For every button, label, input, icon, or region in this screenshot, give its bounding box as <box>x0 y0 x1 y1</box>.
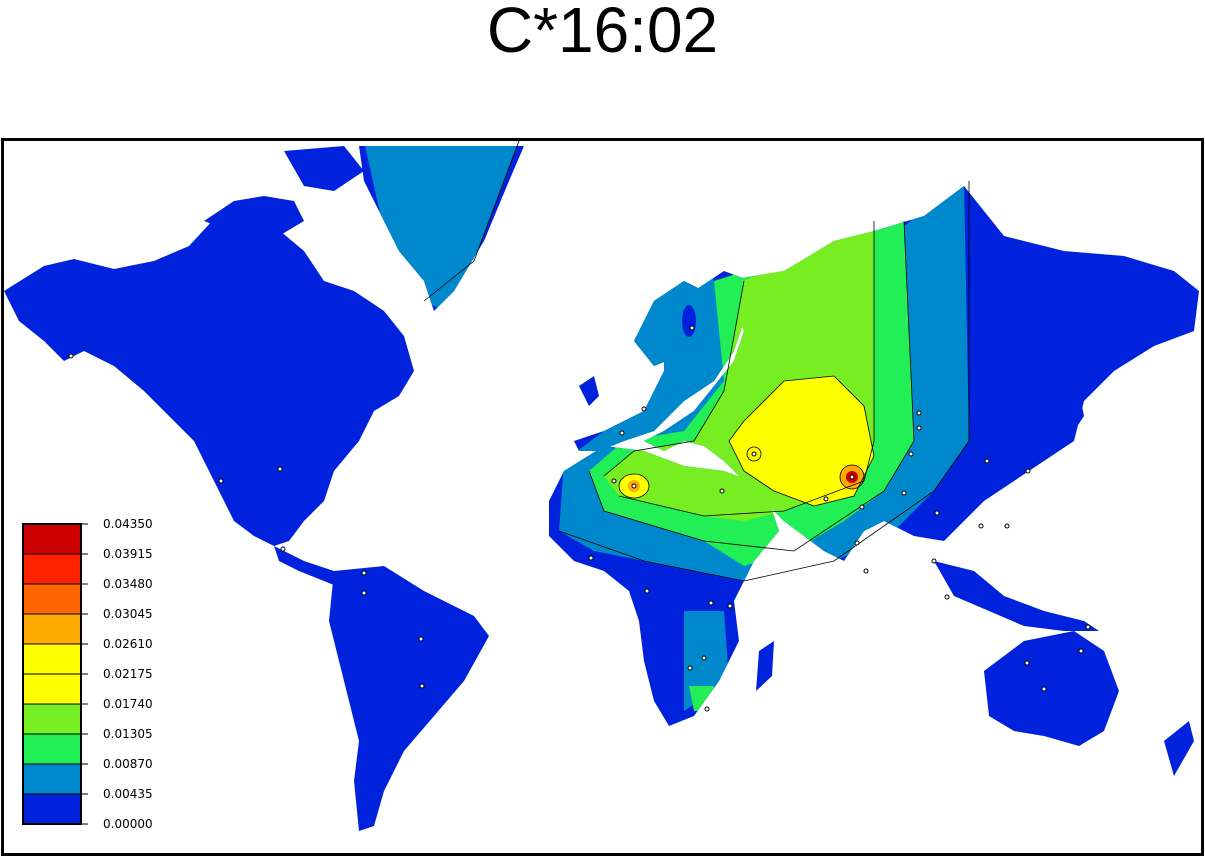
legend-tick-label: 0.00870 <box>103 757 153 771</box>
legend-tick-label: 0.03915 <box>103 547 153 561</box>
sample-markers <box>68 325 1091 712</box>
contour-fields <box>4 146 1199 831</box>
legend-swatch <box>22 673 82 705</box>
legend-swatch <box>22 763 82 795</box>
legend-tick-label: 0.04350 <box>103 517 153 531</box>
contour-lines <box>423 141 970 582</box>
legend-tick-label: 0.00435 <box>103 787 153 801</box>
legend-tick-label: 0.03480 <box>103 577 153 591</box>
legend-tick-label: 0.01740 <box>103 697 153 711</box>
legend-swatch <box>22 553 82 585</box>
legend-swatch <box>22 703 82 735</box>
legend-swatch <box>22 643 82 675</box>
legend-swatches <box>22 523 82 825</box>
legend-swatch <box>22 613 82 645</box>
legend-tick-label: 0.00000 <box>103 817 153 831</box>
legend-swatch <box>22 733 82 765</box>
legend-tick-label: 0.01305 <box>103 727 153 741</box>
legend-swatch <box>22 523 82 555</box>
legend-swatch <box>22 793 82 825</box>
legend-colorbar <box>22 523 88 825</box>
legend-tick-label: 0.03045 <box>103 607 153 621</box>
world-map <box>4 141 1199 831</box>
legend-tick-label: 0.02610 <box>103 637 153 651</box>
map-frame <box>1 138 1204 856</box>
legend-swatch <box>22 583 82 615</box>
legend-tick-label: 0.02175 <box>103 667 153 681</box>
map-title: C*16:02 <box>486 0 719 66</box>
